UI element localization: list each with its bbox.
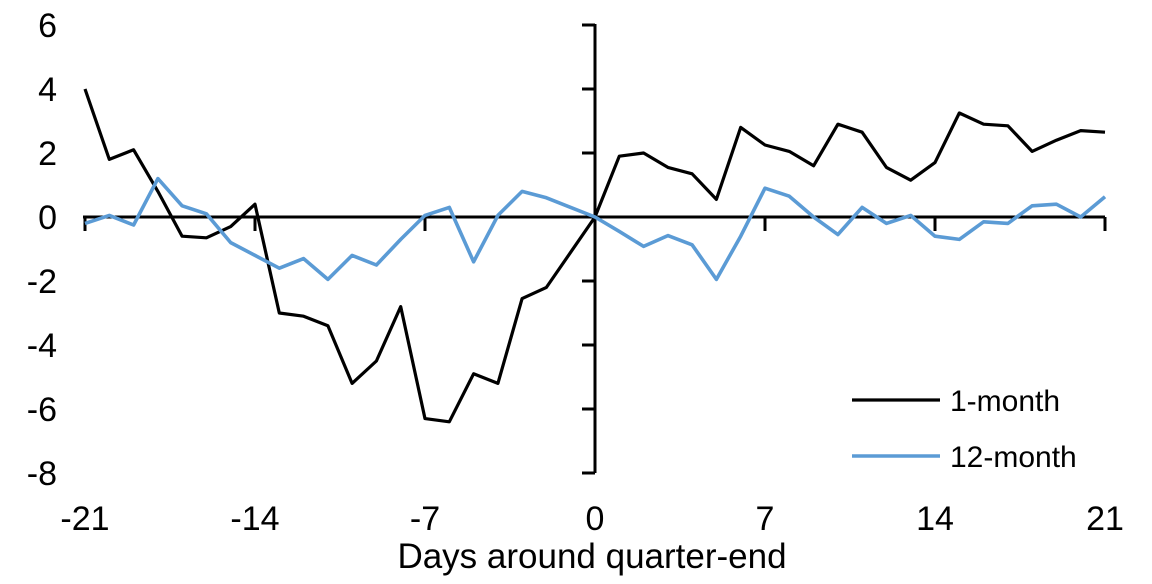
y-tick-label: -8	[27, 455, 57, 493]
y-tick-label: 4	[38, 71, 57, 109]
y-tick-label: -4	[27, 327, 57, 365]
series-layer	[83, 88, 1107, 424]
x-tick-label: 7	[756, 500, 775, 538]
legend-label-12-month: 12-month	[950, 441, 1077, 474]
x-tick-label: 21	[1086, 500, 1124, 538]
x-tick-label: 0	[586, 500, 605, 538]
x-tick-label: 14	[916, 500, 954, 538]
series-line-12-month	[84, 176, 1107, 282]
y-tick-label: 6	[38, 7, 57, 45]
x-tick-label: -21	[60, 500, 109, 538]
x-tick-label: -14	[230, 500, 279, 538]
legend-label-1-month: 1-month	[950, 385, 1060, 418]
x-axis-title: Days around quarter-end	[397, 537, 786, 576]
tick-label-layer: -21 -14 -7 0 7 14 21 6 4 2 0 -2 -4 -6 -8	[27, 7, 1124, 538]
y-tick-label: -6	[27, 391, 57, 429]
y-tick-label: 0	[38, 199, 57, 237]
y-tick-label: 2	[38, 135, 57, 173]
x-tick-label: -7	[410, 500, 440, 538]
y-tick-label: -2	[27, 263, 57, 301]
legend: 1-month 12-month	[852, 385, 1077, 474]
